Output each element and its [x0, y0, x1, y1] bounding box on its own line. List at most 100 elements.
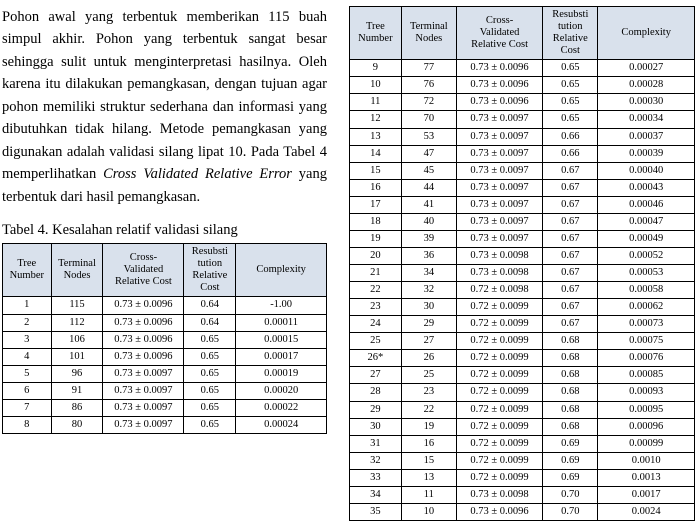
table-cell: 0.00095 [598, 401, 695, 418]
table-cell: 0.68 [543, 350, 598, 367]
table-cell: 0.00028 [598, 77, 695, 94]
table-cell: 0.69 [543, 435, 598, 452]
table-cell: 26* [350, 350, 402, 367]
table-cell: 0.00030 [598, 94, 695, 111]
table-cell: 0.00073 [598, 316, 695, 333]
table-cell: 16 [401, 435, 456, 452]
table-row: 25270.72 ± 0.00990.680.00075 [350, 333, 695, 350]
table-cell: 76 [401, 77, 456, 94]
table-row: 34110.73 ± 0.00980.700.0017 [350, 486, 695, 503]
table-cell: 0.65 [184, 348, 236, 365]
table-cell: 91 [51, 382, 103, 399]
table-cell: 0.73 ± 0.0097 [456, 196, 542, 213]
table-cell: 0.00046 [598, 196, 695, 213]
table-row: 13530.73 ± 0.00970.660.00037 [350, 128, 695, 145]
table-cell: 101 [51, 348, 103, 365]
table-cell: 0.00085 [598, 367, 695, 384]
table-cell: 41 [401, 196, 456, 213]
table-cell: 0.73 ± 0.0096 [103, 314, 184, 331]
table-cell: 0.68 [543, 418, 598, 435]
col-header-0: TreeNumber [3, 244, 52, 297]
table-cell: 0.00024 [236, 416, 327, 433]
table-cell: 0.00053 [598, 265, 695, 282]
table-cell: 0.00049 [598, 230, 695, 247]
table-row: 18400.73 ± 0.00970.670.00047 [350, 213, 695, 230]
table-row: 23300.72 ± 0.00990.670.00062 [350, 299, 695, 316]
table-cell: 0.65 [184, 365, 236, 382]
table-cell: 0.0017 [598, 486, 695, 503]
table-row: 22320.72 ± 0.00980.670.00058 [350, 282, 695, 299]
table-cell: 0.67 [543, 316, 598, 333]
table-cell: 0.70 [543, 486, 598, 503]
table-row: 27250.72 ± 0.00990.680.00085 [350, 367, 695, 384]
table-cell: 21 [350, 265, 402, 282]
table-cell: 23 [350, 299, 402, 316]
table-cell: 2 [3, 314, 52, 331]
table-right: TreeNumberTerminalNodesCross-ValidatedRe… [349, 6, 695, 521]
table-cell: 0.66 [543, 145, 598, 162]
table-cell: 15 [350, 162, 402, 179]
table-cell: 25 [350, 333, 402, 350]
table-cell: 0.67 [543, 213, 598, 230]
table-cell: 0.0013 [598, 469, 695, 486]
table-cell: 0.72 ± 0.0099 [456, 299, 542, 316]
table-cell: 106 [51, 331, 103, 348]
table-row: 10760.73 ± 0.00960.650.00028 [350, 77, 695, 94]
table-cell: 0.00099 [598, 435, 695, 452]
table-cell: 0.67 [543, 196, 598, 213]
table-cell: 7 [3, 399, 52, 416]
table-cell: 9 [350, 60, 402, 77]
table-cell: 40 [401, 213, 456, 230]
table-cell: 0.00022 [236, 399, 327, 416]
table-cell: 0.73 ± 0.0096 [456, 60, 542, 77]
table-cell: 1 [3, 297, 52, 314]
table-cell: 0.72 ± 0.0099 [456, 469, 542, 486]
table-row: 11720.73 ± 0.00960.650.00030 [350, 94, 695, 111]
table-cell: 86 [51, 399, 103, 416]
table-cell: 0.00037 [598, 128, 695, 145]
table-row: 15450.73 ± 0.00970.670.00040 [350, 162, 695, 179]
table-cell: 80 [51, 416, 103, 433]
table-cell: 28 [350, 384, 402, 401]
table-cell: 0.73 ± 0.0097 [456, 179, 542, 196]
table-cell: 0.73 ± 0.0097 [103, 365, 184, 382]
table-cell: 0.73 ± 0.0097 [456, 145, 542, 162]
table-cell: 0.65 [184, 382, 236, 399]
table-cell: 13 [401, 469, 456, 486]
paragraph-em: Cross Validated Relative Error [103, 166, 292, 182]
table-cell: 14 [350, 145, 402, 162]
table-row: 21120.73 ± 0.00960.640.00011 [3, 314, 327, 331]
table-cell: 18 [350, 213, 402, 230]
table-cell: 0.73 ± 0.0096 [103, 297, 184, 314]
table-cell: 10 [350, 77, 402, 94]
table-cell: 0.00043 [598, 179, 695, 196]
table-cell: 0.00062 [598, 299, 695, 316]
table-row: 20360.73 ± 0.00980.670.00052 [350, 247, 695, 264]
table-row: 5960.73 ± 0.00970.650.00019 [3, 365, 327, 382]
table-cell: 0.68 [543, 384, 598, 401]
table-cell: 25 [401, 367, 456, 384]
table-row: 31160.72 ± 0.00990.690.00099 [350, 435, 695, 452]
table-cell: 0.67 [543, 299, 598, 316]
table-cell: 47 [401, 145, 456, 162]
table-cell: 3 [3, 331, 52, 348]
table-row: 9770.73 ± 0.00960.650.00027 [350, 60, 695, 77]
col-header-2: Cross-ValidatedRelative Cost [456, 7, 542, 60]
table-cell: 0.68 [543, 367, 598, 384]
table-left: TreeNumberTerminalNodesCross-ValidatedRe… [2, 243, 327, 434]
col-header-2: Cross-ValidatedRelative Cost [103, 244, 184, 297]
table-cell: 0.64 [184, 314, 236, 331]
table-cell: 45 [401, 162, 456, 179]
table-cell: 70 [401, 111, 456, 128]
table-cell: 0.73 ± 0.0098 [456, 247, 542, 264]
table-cell: 0.69 [543, 469, 598, 486]
table-row: 33130.72 ± 0.00990.690.0013 [350, 469, 695, 486]
table-cell: 0.00019 [236, 365, 327, 382]
table-left-head: TreeNumberTerminalNodesCross-ValidatedRe… [3, 244, 327, 297]
table-cell: 29 [401, 316, 456, 333]
table-right-head: TreeNumberTerminalNodesCross-ValidatedRe… [350, 7, 695, 60]
table-cell: 0.72 ± 0.0099 [456, 418, 542, 435]
table-cell: 8 [3, 416, 52, 433]
table-cell: 0.72 ± 0.0099 [456, 316, 542, 333]
table-cell: 0.00040 [598, 162, 695, 179]
